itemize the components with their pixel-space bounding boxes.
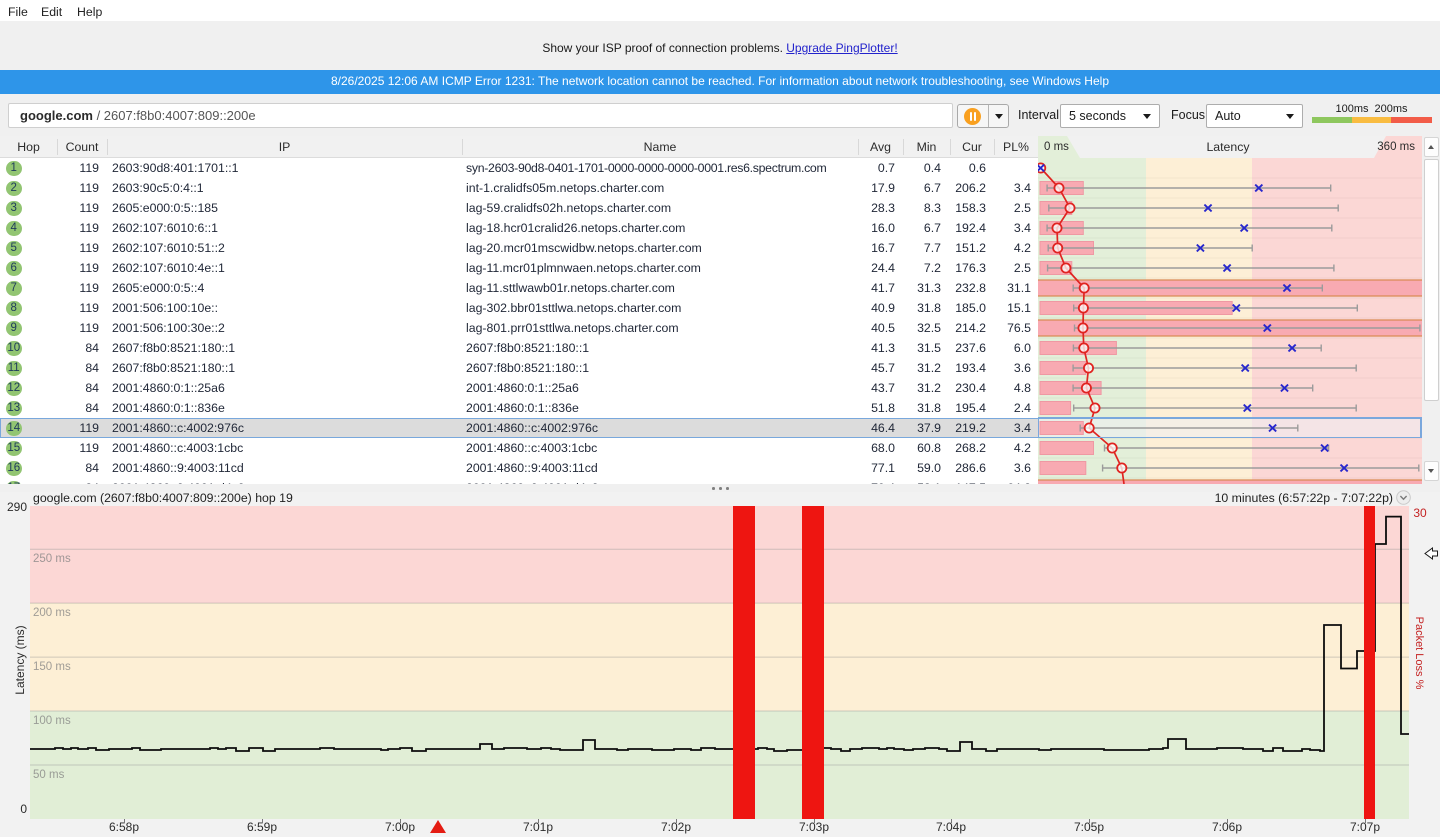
- svg-text:150 ms: 150 ms: [33, 661, 71, 673]
- svg-text:100 ms: 100 ms: [33, 715, 71, 727]
- svg-text:250 ms: 250 ms: [33, 553, 71, 565]
- svg-text:200 ms: 200 ms: [33, 607, 71, 619]
- svg-text:50 ms: 50 ms: [33, 769, 65, 781]
